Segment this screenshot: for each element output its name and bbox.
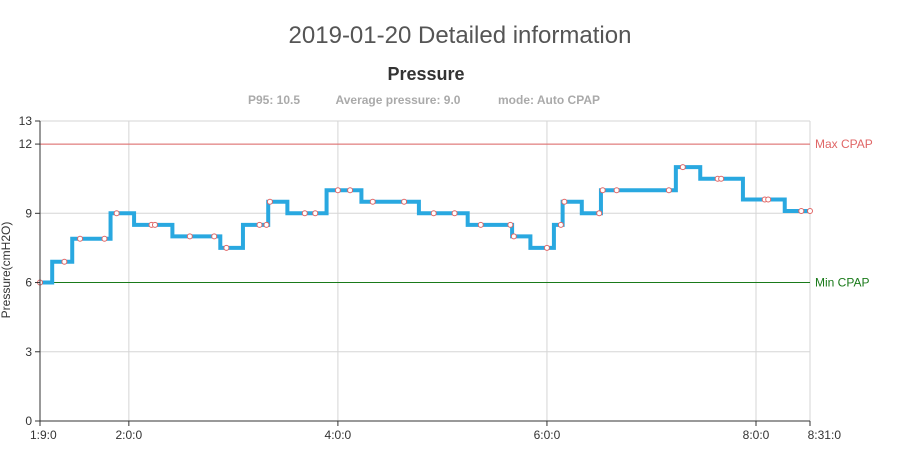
- data-point: [599, 187, 606, 194]
- x-tick-label: 8:0:0: [743, 428, 770, 442]
- data-point: [301, 210, 308, 217]
- data-point: [151, 221, 158, 228]
- y-tick-label: 13: [19, 114, 33, 128]
- pressure-series: [37, 164, 813, 286]
- data-point: [561, 198, 568, 205]
- data-point: [347, 187, 354, 194]
- data-point: [77, 235, 84, 242]
- data-point: [266, 198, 273, 205]
- data-point: [451, 210, 458, 217]
- p95-stat: P95: 10.5: [248, 93, 300, 107]
- data-point: [186, 233, 193, 240]
- axes: 0 3 6 9 12 13 1:9:0 2:0:0 4:0:0 6:0:0 8:0:0 8:31:0: [19, 114, 842, 442]
- data-point: [369, 198, 376, 205]
- page-title: 2019-01-20 Detailed information: [288, 22, 632, 49]
- y-axis-label: Pressure(cmH2O): [0, 222, 13, 319]
- data-point: [679, 164, 686, 171]
- x-tick-label: 6:0:0: [534, 428, 561, 442]
- reference-line-label: Max CPAP: [815, 137, 873, 151]
- data-point: [256, 221, 263, 228]
- data-point: [401, 198, 408, 205]
- data-point: [101, 235, 108, 242]
- data-point: [211, 233, 218, 240]
- mode-stat: mode: Auto CPAP: [498, 93, 600, 107]
- data-point: [596, 210, 603, 217]
- y-tick-label: 0: [25, 414, 32, 428]
- x-tick-label: 1:9:0: [30, 428, 57, 442]
- data-point: [507, 221, 514, 228]
- data-point: [765, 196, 772, 203]
- y-tick-label: 6: [25, 276, 32, 290]
- data-point: [263, 221, 270, 228]
- data-point: [223, 244, 230, 251]
- chart-title: Pressure: [387, 64, 464, 84]
- x-tick-label: 4:0:0: [325, 428, 352, 442]
- data-point: [510, 233, 517, 240]
- y-tick-label: 9: [25, 206, 32, 220]
- data-point: [477, 221, 484, 228]
- y-tick-label: 12: [19, 137, 33, 151]
- data-point: [543, 244, 550, 251]
- reference-lines: Max CPAP Min CPAP: [40, 137, 873, 290]
- x-tick-label: 8:31:0: [808, 428, 842, 442]
- x-tick-label: 2:0:0: [115, 428, 142, 442]
- data-point: [807, 208, 813, 214]
- data-point: [613, 187, 620, 194]
- data-point: [430, 210, 437, 217]
- data-point: [312, 210, 319, 217]
- data-point: [61, 258, 68, 265]
- data-point: [113, 210, 120, 217]
- data-point: [798, 208, 805, 214]
- reference-line-label: Min CPAP: [815, 276, 869, 290]
- data-point: [665, 187, 672, 194]
- data-point: [718, 175, 725, 182]
- data-point: [557, 221, 564, 228]
- average-pressure-stat: Average pressure: 9.0: [336, 93, 461, 107]
- y-tick-label: 3: [25, 345, 32, 359]
- data-point: [334, 187, 341, 194]
